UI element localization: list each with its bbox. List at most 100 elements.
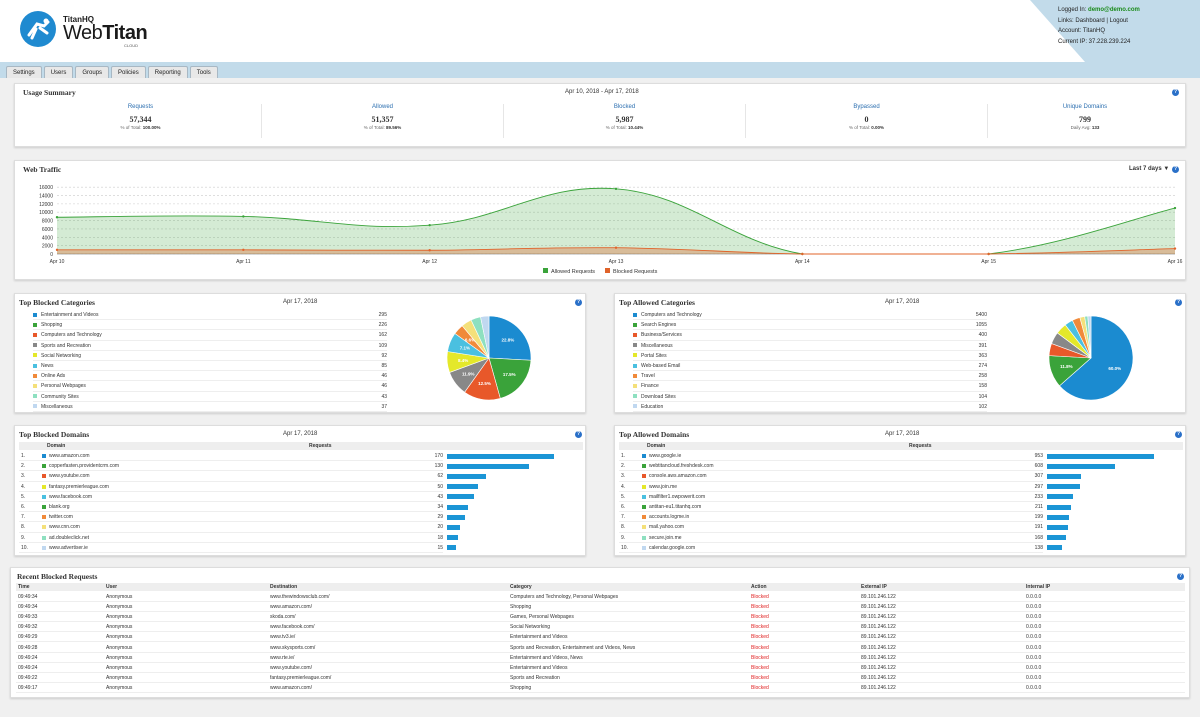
data-point[interactable] bbox=[428, 249, 431, 252]
category-row[interactable]: Portal Sites 363 bbox=[633, 351, 987, 361]
data-point[interactable] bbox=[987, 252, 990, 256]
domain-row[interactable]: 6. blank.org 34 bbox=[19, 502, 443, 513]
tab-tools[interactable]: Tools bbox=[189, 66, 218, 78]
domain-row[interactable]: 2. webtitancloud.freshdesk.com 608 bbox=[619, 461, 1043, 472]
domain-row[interactable]: 10. www.advertiser.ie 15 bbox=[19, 543, 443, 553]
category-row[interactable]: Search Engines 1055 bbox=[633, 320, 987, 331]
category-row[interactable]: News 85 bbox=[33, 361, 387, 372]
data-point[interactable] bbox=[55, 248, 59, 252]
help-icon[interactable]: ? bbox=[575, 299, 582, 306]
domain-row[interactable]: 3. console.aws.amazon.com 307 bbox=[619, 471, 1043, 482]
category-row[interactable]: Download Sites 104 bbox=[633, 392, 987, 402]
tab-policies[interactable]: Policies bbox=[111, 66, 146, 78]
request-bar bbox=[1047, 524, 1069, 530]
table-row[interactable]: 09:49:34 Anonymous www.amazon.com/Shopping… bbox=[16, 602, 1185, 613]
category-row[interactable]: Social Networking 92 bbox=[33, 351, 387, 361]
category-row[interactable]: Miscellaneous 37 bbox=[33, 402, 387, 412]
domain-row[interactable]: 6. antitan-eu1.titanhq.com 211 bbox=[619, 502, 1043, 513]
data-point[interactable] bbox=[242, 215, 245, 218]
domain-row[interactable]: 2. copperfasten.providentcrm.com 130 bbox=[19, 461, 443, 472]
help-icon[interactable]: ? bbox=[1172, 89, 1179, 96]
category-row[interactable]: Computers and Technology 5400 bbox=[633, 310, 987, 321]
table-row[interactable]: 09:49:28 Anonymous www.skysports.com/Sport… bbox=[16, 643, 1185, 653]
legend-label[interactable]: Blocked Requests bbox=[613, 269, 658, 275]
category-row[interactable]: Community Sites 43 bbox=[33, 392, 387, 402]
tab-settings[interactable]: Settings bbox=[6, 66, 42, 78]
help-icon[interactable]: ? bbox=[1175, 431, 1182, 438]
category-name: Portal Sites bbox=[641, 352, 667, 359]
domain-count: 191 bbox=[1034, 524, 1043, 531]
domain-row[interactable]: 1. www.google.ie 953 bbox=[619, 451, 1043, 462]
category-row[interactable]: Business/Services 400 bbox=[633, 330, 987, 341]
data-point[interactable] bbox=[614, 187, 618, 191]
table-row[interactable]: 09:49:34 Anonymous www.thewindowsclub.com/… bbox=[16, 592, 1185, 603]
tab-users[interactable]: Users bbox=[43, 66, 74, 78]
cell-category: Shopping bbox=[510, 684, 532, 691]
help-icon[interactable]: ? bbox=[575, 431, 582, 438]
data-point[interactable] bbox=[801, 252, 804, 256]
domain-count: 29 bbox=[437, 514, 443, 521]
table-row[interactable]: 09:49:17 Anonymous www.amazon.com/Shopping… bbox=[16, 683, 1185, 693]
category-row[interactable]: Entertainment and Videos 295 bbox=[33, 310, 387, 321]
blocked-domains-date: Apr 17, 2018 bbox=[283, 431, 318, 437]
category-row[interactable]: Education 102 bbox=[633, 402, 987, 412]
cell-destination: www.youtube.com/ bbox=[270, 664, 312, 671]
rank: 2. bbox=[21, 463, 26, 470]
table-row[interactable]: 09:49:24 Anonymous www.youtube.com/Enterta… bbox=[16, 663, 1185, 673]
domain-row[interactable]: 4. www.join.me 297 bbox=[619, 482, 1043, 492]
domain-row[interactable]: 3. www.youtube.com 62 bbox=[19, 471, 443, 482]
pie-slice[interactable] bbox=[1059, 315, 1134, 401]
data-point[interactable] bbox=[55, 216, 59, 219]
category-row[interactable]: Shopping 226 bbox=[33, 320, 387, 331]
domain-row[interactable]: 7. twitter.com 29 bbox=[19, 512, 443, 523]
domain-row[interactable]: 8. mail.yahoo.com 191 bbox=[619, 522, 1043, 533]
pie-slice[interactable] bbox=[488, 315, 532, 361]
table-row[interactable]: 09:49:32 Anonymous www.facebook.com/Social… bbox=[16, 622, 1185, 633]
logout-link[interactable]: Logout bbox=[1109, 17, 1128, 24]
help-icon[interactable]: ? bbox=[1172, 166, 1179, 173]
domain-row[interactable]: 4. fantasy.premierleague.com 50 bbox=[19, 482, 443, 492]
allowed-domains-title: Top Allowed Domains bbox=[619, 430, 690, 439]
cell-time: 09:49:24 bbox=[18, 654, 38, 661]
category-row[interactable]: Sports and Recreation 109 bbox=[33, 341, 387, 351]
domain-row[interactable]: 9. secure.join.me 168 bbox=[619, 533, 1043, 543]
domain-row[interactable]: 8. www.cnn.com 20 bbox=[19, 522, 443, 533]
requests-column-header: Requests bbox=[309, 443, 332, 449]
table-row[interactable]: 09:49:29 Anonymous www.tv3.ie/Entertainmen… bbox=[16, 632, 1185, 643]
data-point[interactable] bbox=[1173, 206, 1177, 210]
pie-slice[interactable] bbox=[480, 315, 490, 359]
usage-summary-title: Usage Summary bbox=[23, 88, 76, 97]
category-row[interactable]: Travel 258 bbox=[633, 371, 987, 382]
domain-row[interactable]: 5. mailfilter1.owpowerit.com 233 bbox=[619, 492, 1043, 502]
x-tick-label: Apr 15 bbox=[981, 259, 996, 265]
category-row[interactable]: Miscellaneous 391 bbox=[633, 341, 987, 351]
data-point[interactable] bbox=[428, 223, 431, 227]
dashboard-link[interactable]: Dashboard bbox=[1075, 17, 1105, 24]
domain-row[interactable]: 1. www.amazon.com 170 bbox=[19, 451, 443, 462]
table-row[interactable]: 09:49:24 Anonymous www.rte.ie/Entertainmen… bbox=[16, 653, 1185, 663]
help-icon[interactable]: ? bbox=[1177, 573, 1184, 580]
pie-slice[interactable] bbox=[488, 357, 532, 399]
domain-row[interactable]: 7. accounts.logme.in 199 bbox=[619, 512, 1043, 523]
category-row[interactable]: Personal Webpages 46 bbox=[33, 381, 387, 392]
tab-reporting[interactable]: Reporting bbox=[147, 66, 188, 78]
data-point[interactable] bbox=[242, 248, 245, 252]
category-row[interactable]: Web-based Email 274 bbox=[633, 361, 987, 372]
domain-row[interactable]: 5. www.facebook.com 43 bbox=[19, 492, 443, 502]
table-row[interactable]: 09:49:22 Anonymous fantasy.premierleague.c… bbox=[16, 673, 1185, 683]
help-icon[interactable]: ? bbox=[1175, 299, 1182, 306]
domain-row[interactable]: 10. calendar.google.com 138 bbox=[619, 543, 1043, 553]
domains-header: Domain Requests bbox=[19, 442, 583, 450]
domain-row[interactable]: 9. ad.doubleclick.net 18 bbox=[19, 533, 443, 543]
pie-slice[interactable] bbox=[1087, 315, 1092, 359]
legend-label[interactable]: Allowed Requests bbox=[551, 269, 595, 275]
table-row[interactable]: 09:49:33 Anonymous skoda.com/Games, Person… bbox=[16, 612, 1185, 623]
x-tick-label: Apr 10 bbox=[50, 259, 65, 265]
data-point[interactable] bbox=[1173, 247, 1177, 250]
category-row[interactable]: Finance 158 bbox=[633, 381, 987, 392]
category-row[interactable]: Computers and Technology 162 bbox=[33, 330, 387, 341]
category-row[interactable]: Online Ads 46 bbox=[33, 371, 387, 382]
data-point[interactable] bbox=[614, 246, 618, 249]
range-dropdown[interactable]: Last 7 days ▼ bbox=[1129, 166, 1170, 172]
tab-groups[interactable]: Groups bbox=[75, 66, 110, 78]
